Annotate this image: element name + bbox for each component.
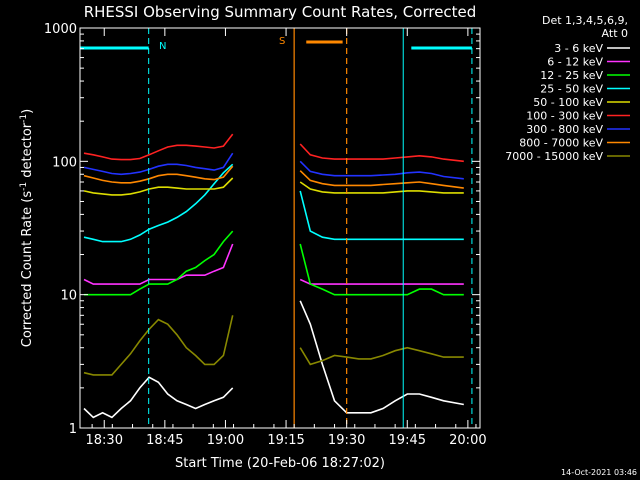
legend-label-8: 7000 - 15000 keV: [505, 150, 603, 163]
legend-label-1: 6 - 12 keV: [547, 56, 603, 69]
series-line-8-part-0: [83, 315, 234, 376]
chart-title: RHESSI Observing Summary Count Rates, Co…: [84, 3, 477, 21]
y-axis-label-sup1: -1: [19, 182, 29, 191]
legend-label-4: 50 - 100 keV: [533, 96, 603, 109]
series-line-2-part-0: [84, 230, 234, 296]
y-axis-label-sup2: -1: [19, 114, 29, 123]
y-axis-label: Corrected Count Rate (s-1 detector-1): [19, 109, 35, 347]
series-line-1-part-1: [299, 278, 464, 285]
y-tick-label-3: 1000: [44, 22, 77, 37]
x-tick-label-5: 19:45: [389, 433, 426, 448]
x-tick-label-3: 19:15: [267, 433, 304, 448]
plot-frame: [79, 27, 481, 429]
legend-label-2: 12 - 25 keV: [540, 69, 603, 82]
saa-marker-label: S: [279, 36, 285, 47]
axis-ticks: 18:30 18:45 19:00 19:15 19:30 19:45 20:00 1 10 10…: [44, 22, 487, 448]
x-tick-label-6: 20:00: [449, 433, 486, 448]
series-line-7-part-1: [299, 170, 464, 189]
series-line-0-part-0: [83, 376, 234, 419]
y-axis-label-end: ): [20, 109, 35, 114]
series-line-0-part-1: [299, 300, 464, 414]
series-line-4-part-0: [83, 177, 234, 196]
legend-label-7: 800 - 7000 keV: [519, 137, 603, 150]
series-line-7-part-0: [83, 165, 234, 184]
y-tick-label-1: 10: [60, 289, 77, 304]
y-tick-label-0: 1: [69, 422, 77, 437]
series-line-5-part-1: [299, 143, 464, 163]
y-axis-label-main: Corrected Count Rate (s: [20, 191, 35, 348]
series-line-2-part-1: [299, 243, 464, 296]
legend-header-line-2: Att 0: [602, 27, 628, 40]
legend-label-6: 300 - 800 keV: [526, 123, 603, 136]
y-tick-label-2: 100: [52, 155, 77, 170]
series-line-3-part-1: [299, 190, 464, 241]
series-line-6-part-0: [83, 152, 234, 176]
x-tick-label-1: 18:45: [146, 433, 183, 448]
x-tick-label-4: 19:30: [328, 433, 365, 448]
legend-label-0: 3 - 6 keV: [554, 42, 603, 55]
series-line-6-part-1: [299, 160, 464, 180]
series-line-5-part-0: [83, 133, 234, 161]
series-line-3-part-0: [83, 163, 234, 243]
series-line-8-part-1: [299, 346, 464, 366]
x-tick-label-0: 18:30: [86, 433, 123, 448]
y-axis-label-mid: detector: [20, 122, 35, 182]
night-marker-label: N: [159, 41, 166, 52]
x-tick-label-2: 19:00: [207, 433, 244, 448]
series-line-1-part-0: [83, 243, 234, 285]
x-axis-label: Start Time (20-Feb-06 18:27:02): [175, 456, 385, 471]
legend-label-5: 100 - 300 keV: [526, 110, 603, 123]
date-stamp: 14-Oct-2021 03:46: [561, 468, 637, 477]
plot-lines: [79, 28, 473, 428]
legend-header-line-1: Det 1,3,4,5,6,9,: [542, 14, 628, 27]
legend-label-3: 25 - 50 keV: [540, 83, 603, 96]
series-line-4-part-1: [299, 181, 464, 194]
